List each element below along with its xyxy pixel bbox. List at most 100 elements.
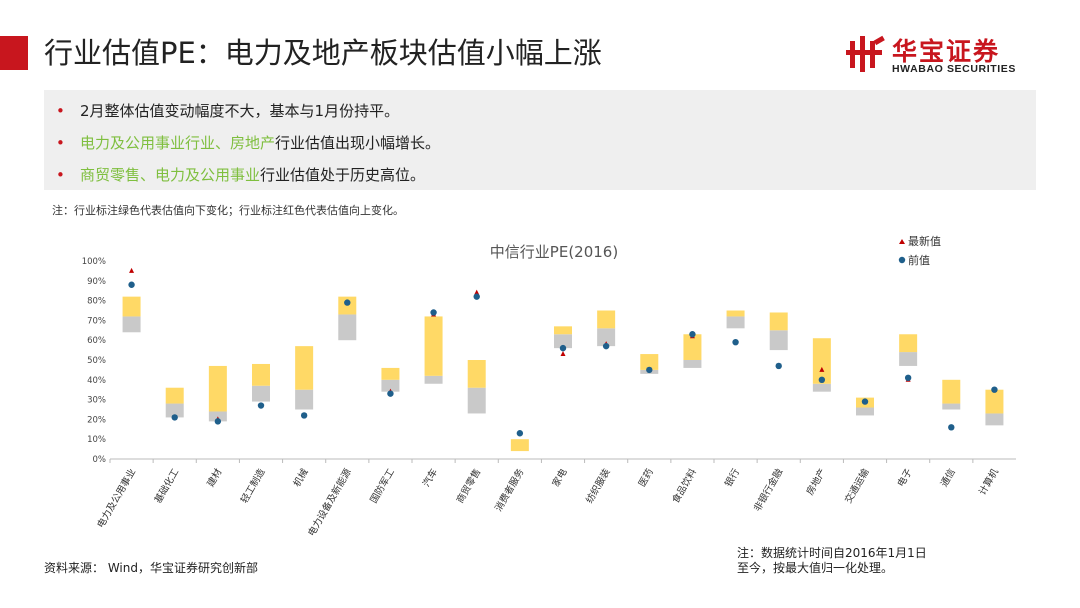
range-lower-box bbox=[122, 316, 141, 333]
previous-value-marker bbox=[344, 299, 351, 306]
x-tick-label: 基础化工 bbox=[152, 466, 182, 505]
range-upper-box bbox=[985, 389, 1004, 414]
previous-value-marker bbox=[646, 366, 653, 374]
y-tick-label: 60% bbox=[87, 336, 106, 346]
x-tick-label: 非银行金融 bbox=[751, 466, 785, 514]
x-tick-label: 纺织服装 bbox=[583, 466, 613, 505]
x-tick-label: 交通运输 bbox=[842, 466, 872, 505]
previous-value-marker bbox=[991, 386, 998, 393]
x-tick-label: 国防军工 bbox=[368, 466, 398, 505]
y-tick-label: 100% bbox=[82, 257, 106, 267]
y-tick-label: 30% bbox=[87, 396, 106, 406]
range-upper-box bbox=[208, 365, 227, 412]
x-tick-label: 通信 bbox=[938, 467, 958, 489]
previous-value-marker bbox=[818, 376, 826, 383]
previous-value-marker bbox=[904, 374, 912, 382]
hwabao-emblem-icon bbox=[846, 35, 885, 72]
y-tick-label: 40% bbox=[87, 376, 106, 386]
range-upper-box bbox=[597, 310, 616, 329]
x-tick-label: 房地产 bbox=[804, 467, 829, 498]
previous-value-marker bbox=[473, 293, 480, 300]
y-tick-label: 90% bbox=[87, 277, 106, 287]
range-upper-box bbox=[295, 346, 314, 390]
previous-value-marker bbox=[171, 414, 178, 421]
range-upper-box bbox=[640, 354, 659, 370]
bullet-text: 行业估值出现小幅增长。 bbox=[275, 134, 441, 152]
previous-value-marker bbox=[128, 281, 135, 288]
previous-value-marker bbox=[775, 362, 782, 370]
summary-panel: • 2月整体估值变动幅度不大，基本与1月份持平。 • 电力及公用事业行业、房地产行业… bbox=[44, 90, 1036, 190]
x-tick-label: 轻工制造 bbox=[238, 466, 268, 505]
x-tick-label: 消费者服务 bbox=[492, 466, 526, 514]
range-lower-box bbox=[467, 387, 486, 414]
previous-value-marker bbox=[559, 344, 567, 352]
y-tick-label: 80% bbox=[87, 297, 106, 307]
range-lower-box bbox=[554, 334, 572, 349]
chart-title: 中信行业PE(2016) bbox=[490, 243, 618, 261]
range-lower-box bbox=[942, 403, 961, 410]
range-upper-box bbox=[122, 296, 141, 317]
bullet-text: 2月整体估值变动幅度不大，基本与1月份持平。 bbox=[80, 102, 400, 120]
previous-value-marker bbox=[430, 309, 437, 316]
bullet-highlight: 商贸零售、电力及公用事业 bbox=[80, 166, 261, 184]
range-lower-box bbox=[252, 385, 270, 402]
range-lower-box bbox=[165, 403, 184, 418]
bullet-dot-icon: • bbox=[56, 102, 65, 120]
previous-value-marker bbox=[602, 342, 610, 350]
x-tick-label: 食品饮料 bbox=[670, 466, 700, 505]
range-upper-box bbox=[769, 312, 788, 331]
range-lower-box bbox=[856, 407, 874, 416]
summary-bullet: • 电力及公用事业行业、房地产行业估值出现小幅增长。 bbox=[56, 128, 440, 158]
range-upper-box bbox=[467, 360, 486, 388]
bullet-highlight: 电力及公用事业行业、房地产 bbox=[80, 134, 276, 152]
latest-value-marker bbox=[129, 267, 135, 273]
x-tick-label: 商贸零售 bbox=[454, 467, 483, 506]
previous-value-marker bbox=[214, 418, 222, 425]
range-lower-box bbox=[338, 314, 357, 341]
x-tick-label: 电子 bbox=[895, 466, 915, 489]
range-upper-box bbox=[942, 379, 961, 404]
title-accent-bar bbox=[0, 36, 28, 70]
range-lower-box bbox=[424, 375, 443, 384]
methodology-note-line: 注：数据统计时间自2016年1月1日 bbox=[737, 546, 927, 560]
range-upper-box bbox=[683, 334, 702, 360]
source-note: 资料来源： Wind，华宝证券研究创新部 bbox=[44, 561, 258, 575]
range-upper-box bbox=[381, 367, 400, 380]
latest-value-marker bbox=[474, 289, 480, 295]
x-tick-label: 电力设备及新能源 bbox=[305, 466, 354, 538]
x-tick-label: 电力及公用事业 bbox=[95, 467, 139, 531]
y-tick-label: 20% bbox=[87, 415, 106, 425]
range-lower-box bbox=[812, 383, 831, 392]
previous-value-marker bbox=[257, 402, 265, 409]
x-tick-label: 银行 bbox=[722, 466, 742, 489]
summary-bullet: • 商贸零售、电力及公用事业行业估值处于历史高位。 bbox=[56, 160, 425, 190]
range-lower-box bbox=[985, 413, 1004, 426]
x-tick-label: 建材 bbox=[205, 466, 225, 489]
range-lower-box bbox=[899, 352, 918, 366]
range-lower-box bbox=[295, 389, 314, 410]
y-tick-label: 10% bbox=[87, 435, 106, 445]
legend-latest-icon bbox=[899, 239, 905, 244]
range-upper-box bbox=[510, 439, 529, 452]
previous-value-marker bbox=[516, 430, 524, 437]
x-tick-label: 汽车 bbox=[420, 467, 440, 489]
y-tick-label: 50% bbox=[87, 356, 106, 366]
previous-value-marker bbox=[387, 390, 394, 397]
brand-name: 华宝证券 bbox=[892, 37, 1001, 66]
methodology-note: 注：数据统计时间自2016年1月1日 至今，按最大值归一化处理。 bbox=[737, 546, 927, 576]
brand-logo: 华宝证券 HWABAO SECURITIES bbox=[846, 32, 1036, 76]
legend-previous-label: 前值 bbox=[908, 253, 930, 267]
bullet-text: 行业估值处于历史高位。 bbox=[260, 166, 426, 184]
page-title: 行业估值PE：电力及地产板块估值小幅上涨 bbox=[44, 36, 602, 70]
range-upper-box bbox=[252, 363, 270, 386]
previous-value-marker bbox=[689, 331, 696, 338]
x-tick-label: 医药 bbox=[637, 467, 656, 489]
range-upper-box bbox=[554, 326, 572, 335]
brand-name-english: HWABAO SECURITIES bbox=[892, 63, 1016, 75]
range-lower-box bbox=[769, 330, 788, 351]
range-lower-box bbox=[381, 379, 400, 392]
range-upper-box bbox=[812, 338, 831, 384]
y-tick-label: 70% bbox=[87, 316, 106, 326]
range-upper-box bbox=[899, 334, 918, 353]
summary-bullet: • 2月整体估值变动幅度不大，基本与1月份持平。 bbox=[56, 96, 399, 126]
